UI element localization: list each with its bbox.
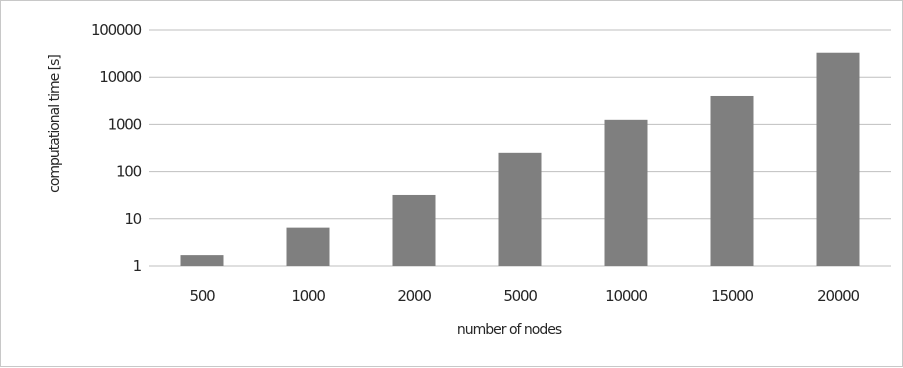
y-tick-label: 10 (124, 210, 141, 228)
y-tick-label: 10000 (99, 68, 141, 86)
x-tick-label: 15000 (711, 287, 753, 305)
y-tick-label: 100000 (91, 21, 142, 39)
bar-1000 (286, 227, 330, 266)
x-tick-label: 20000 (817, 287, 859, 305)
bar-500 (180, 255, 224, 266)
x-axis-title: number of nodes (457, 322, 562, 338)
x-tick-label: 500 (189, 287, 215, 305)
y-tick-label: 1000 (108, 115, 142, 133)
x-tick-labels: 500 1000 2000 5000 10000 15000 20000 (189, 287, 860, 305)
bar-5000 (498, 152, 542, 266)
x-tick-label: 1000 (291, 287, 325, 305)
x-tick-label: 10000 (605, 287, 647, 305)
x-tick-label: 5000 (503, 287, 537, 305)
bar-10000 (604, 119, 648, 267)
bar-2000 (392, 194, 436, 266)
x-tick-label: 2000 (397, 287, 431, 305)
y-tick-label: 100 (116, 163, 142, 181)
bar-15000 (710, 95, 754, 267)
y-axis-title: computational time [s] (47, 55, 63, 193)
bars (180, 52, 860, 267)
y-tick-label: 1 (133, 257, 142, 275)
y-tick-labels: 1 10 100 1000 10000 100000 (91, 21, 143, 275)
bar-20000 (816, 52, 860, 267)
